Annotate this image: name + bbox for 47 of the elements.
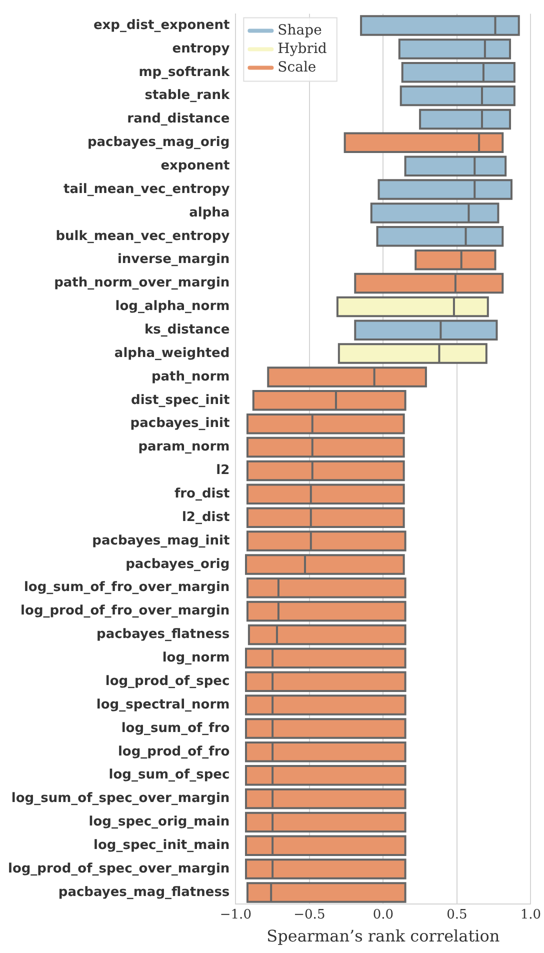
y-tick-label: path_norm (151, 369, 230, 384)
y-tick-label: rand_distance (127, 112, 230, 127)
y-tick-label: log_prod_of_spec_over_margin (8, 861, 230, 876)
y-tick-label: ks_distance (144, 322, 230, 338)
x-tick-label: 0.0 (372, 907, 394, 922)
y-tick-label: exponent (160, 158, 230, 174)
y-tick-label: pacbayes_init (130, 416, 230, 432)
y-tick-label: fro_dist (174, 486, 230, 502)
y-tick-label: alpha_weighted (114, 346, 230, 361)
y-tick-label: pacbayes_mag_orig (87, 135, 230, 150)
y-tick-label: stable_rank (144, 88, 230, 104)
x-tick-label: 1.0 (520, 907, 542, 922)
y-tick-label: log_spec_init_main (94, 838, 230, 853)
y-tick-label: exp_dist_exponent (93, 18, 230, 33)
y-tick-label: pacbayes_orig (126, 556, 230, 572)
y-tick-label: log_sum_of_spec_over_margin (11, 791, 230, 806)
legend-label: Scale (278, 59, 316, 76)
y-tick-label: log_sum_of_fro (121, 720, 230, 736)
y-tick-label: path_norm_over_margin (54, 276, 230, 291)
y-tick-label: log_norm (162, 650, 230, 666)
x-tick-label: −0.5 (294, 907, 326, 922)
y-tick-label: dist_spec_init (131, 392, 230, 408)
y-tick-label: log_prod_of_fro (118, 744, 230, 760)
x-tick-label: −1.0 (220, 907, 252, 922)
y-tick-label: entropy (172, 41, 230, 56)
y-tick-label: log_prod_of_fro_over_margin (20, 604, 230, 619)
y-tick-label: log_spec_orig_main (88, 814, 230, 830)
y-tick-label: tail_mean_vec_entropy (63, 182, 230, 197)
y-tick-label: l2 (216, 463, 230, 478)
x-tick-label: 0.5 (446, 907, 468, 922)
y-tick-label: param_norm (138, 440, 230, 455)
y-tick-label: bulk_mean_vec_entropy (56, 228, 230, 244)
y-tick-label: log_sum_of_fro_over_margin (24, 580, 230, 596)
legend-label: Shape (278, 22, 322, 38)
y-tick-label: pacbayes_mag_flatness (58, 884, 230, 900)
y-tick-label: log_alpha_norm (115, 299, 230, 314)
y-tick-label: log_prod_of_spec (105, 674, 230, 689)
legend-label: Hybrid (278, 40, 327, 57)
y-tick-label: pacbayes_mag_init (92, 533, 230, 548)
y-tick-label: log_sum_of_spec (108, 768, 230, 783)
y-tick-label: inverse_margin (117, 252, 230, 268)
y-tick-label: log_spectral_norm (96, 697, 230, 712)
y-tick-label: alpha (189, 205, 230, 220)
y-tick-label: l2_dist (182, 510, 230, 525)
y-tick-label: pacbayes_flatness (96, 627, 230, 642)
y-tick-label: mp_softrank (138, 64, 230, 80)
x-axis-title: Spearman’s rank correlation (266, 926, 500, 946)
